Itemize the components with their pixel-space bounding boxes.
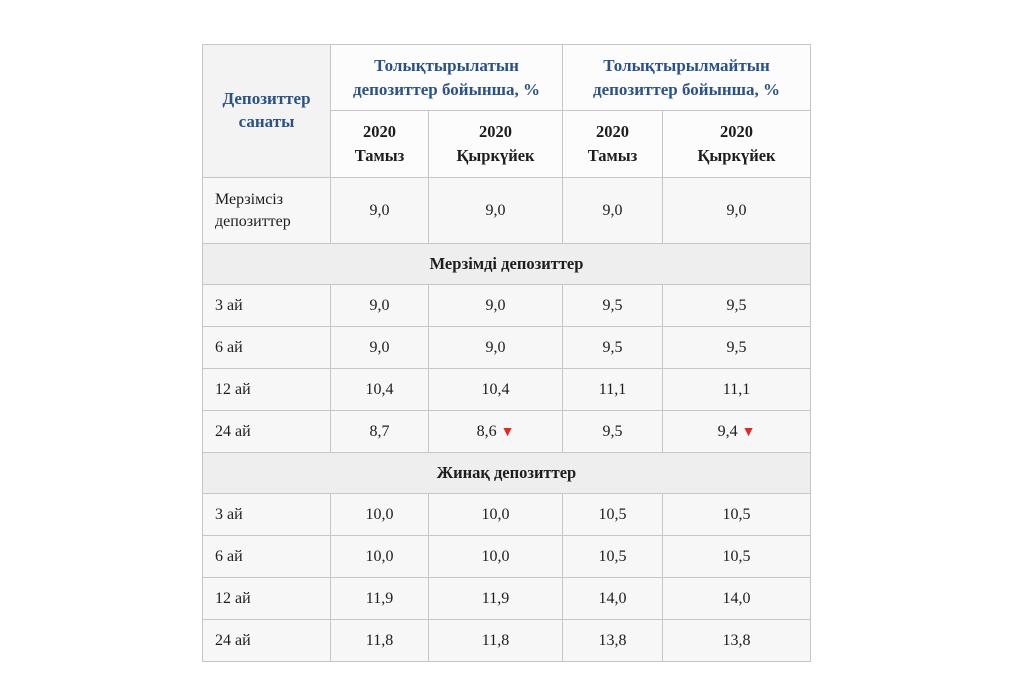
- decrease-icon: ▼: [741, 424, 756, 440]
- rate-cell: 10,5: [562, 535, 663, 578]
- row-label: 3 ай: [202, 284, 331, 327]
- rate-cell: 10,4: [428, 368, 563, 411]
- section-row-term-deposits: Мерзімді депозиттер: [202, 243, 811, 285]
- deposit-rates-table: Депозиттер санаты Толықтырылатын депозит…: [202, 44, 811, 662]
- table-row-3-months: 3 ай 9,0 9,0 9,5 9,5: [202, 284, 811, 327]
- column-header-aug-2: 2020 Тамыз: [562, 110, 663, 178]
- corner-header: Депозиттер санаты: [202, 44, 331, 178]
- column-month: Қыркүйек: [456, 146, 535, 165]
- rate-cell: 11,1: [662, 368, 811, 411]
- sub-header-row: 2020 Тамыз 2020 Қыркүйек 2020 Тамыз 2020…: [203, 110, 811, 178]
- table-row-12-months: 12 ай 10,4 10,4 11,1 11,1: [202, 368, 811, 411]
- row-label: 3 ай: [202, 493, 331, 536]
- row-label: 24 ай: [202, 619, 331, 662]
- rate-cell: 9,0: [330, 177, 429, 244]
- rate-cell: 10,5: [662, 535, 811, 578]
- row-label: Мерзімсіз депозиттер: [202, 177, 331, 244]
- column-month: Тамыз: [587, 146, 638, 165]
- table-row-3-months-savings: 3 ай 10,0 10,0 10,5 10,5: [202, 493, 811, 536]
- rate-value: 9,4: [717, 422, 738, 440]
- column-header-sep-1: 2020 Қыркүйек: [428, 110, 563, 178]
- column-month: Тамыз: [354, 146, 405, 165]
- table-row-6-months: 6 ай 9,0 9,0 9,5 9,5: [202, 326, 811, 369]
- table-row-6-months-savings: 6 ай 10,0 10,0 10,5 10,5: [202, 535, 811, 578]
- section-label: Жинақ депозиттер: [202, 452, 811, 494]
- decrease-icon: ▼: [500, 424, 515, 440]
- rate-cell: 10,5: [662, 493, 811, 536]
- section-row-savings-deposits: Жинақ депозиттер: [202, 452, 811, 494]
- group-header-replenishable: Толықтырылатын депозиттер бойынша, %: [330, 44, 563, 111]
- group-header-non-replenishable: Толықтырылмайтын депозиттер бойынша, %: [562, 44, 811, 111]
- rate-cell: 14,0: [662, 577, 811, 620]
- table-row-perpetual-deposits: Мерзімсіз депозиттер 9,0 9,0 9,0 9,0: [202, 177, 811, 244]
- rate-cell: 9,0: [428, 326, 563, 369]
- rate-cell: 9,0: [428, 177, 563, 244]
- row-label: 12 ай: [202, 577, 331, 620]
- row-label: 6 ай: [202, 535, 331, 578]
- rate-cell: 9,5: [562, 410, 663, 453]
- rate-cell: 9,5: [562, 284, 663, 327]
- rate-cell: 11,8: [330, 619, 429, 662]
- column-year: 2020: [596, 122, 629, 142]
- rate-cell: 9,0: [428, 284, 563, 327]
- table-row-24-months: 24 ай 8,7 8,6 ▼ 9,5 9,4 ▼: [202, 410, 811, 453]
- row-label: 12 ай: [202, 368, 331, 411]
- deposit-rates-table-container: Депозиттер санаты Толықтырылатын депозит…: [202, 44, 811, 662]
- rate-cell: 10,0: [330, 535, 429, 578]
- rate-cell: 13,8: [562, 619, 663, 662]
- rate-cell: 11,8: [428, 619, 563, 662]
- rate-cell: 10,0: [428, 535, 563, 578]
- group-header-row: Депозиттер санаты Толықтырылатын депозит…: [202, 44, 811, 178]
- rate-cell: 9,4 ▼: [662, 410, 811, 453]
- rate-cell: 9,0: [662, 177, 811, 244]
- rate-cell: 14,0: [562, 577, 663, 620]
- rate-cell: 11,9: [428, 577, 563, 620]
- table-row-12-months-savings: 12 ай 11,9 11,9 14,0 14,0: [202, 577, 811, 620]
- rate-cell: 9,5: [662, 326, 811, 369]
- table-row-24-months-savings: 24 ай 11,8 11,8 13,8 13,8: [202, 619, 811, 662]
- rate-cell: 8,6 ▼: [428, 410, 563, 453]
- rate-cell: 9,5: [562, 326, 663, 369]
- rate-cell: 9,0: [330, 284, 429, 327]
- column-year: 2020: [363, 122, 396, 142]
- row-label: 24 ай: [202, 410, 331, 453]
- rate-value: 8,6: [476, 422, 497, 440]
- column-header-sep-2: 2020 Қыркүйек: [662, 110, 811, 178]
- rate-cell: 10,0: [330, 493, 429, 536]
- rate-cell: 8,7: [330, 410, 429, 453]
- rate-cell: 9,0: [562, 177, 663, 244]
- column-year: 2020: [720, 122, 753, 142]
- rate-cell: 9,5: [662, 284, 811, 327]
- rate-cell: 10,0: [428, 493, 563, 536]
- rate-cell: 9,0: [330, 326, 429, 369]
- column-year: 2020: [479, 122, 512, 142]
- rate-cell: 10,4: [330, 368, 429, 411]
- rate-cell: 13,8: [662, 619, 811, 662]
- column-header-aug-1: 2020 Тамыз: [330, 110, 429, 178]
- row-label: 6 ай: [202, 326, 331, 369]
- rate-cell: 11,1: [562, 368, 663, 411]
- rate-cell: 11,9: [330, 577, 429, 620]
- column-month: Қыркүйек: [697, 146, 776, 165]
- rate-cell: 10,5: [562, 493, 663, 536]
- section-label: Мерзімді депозиттер: [202, 243, 811, 285]
